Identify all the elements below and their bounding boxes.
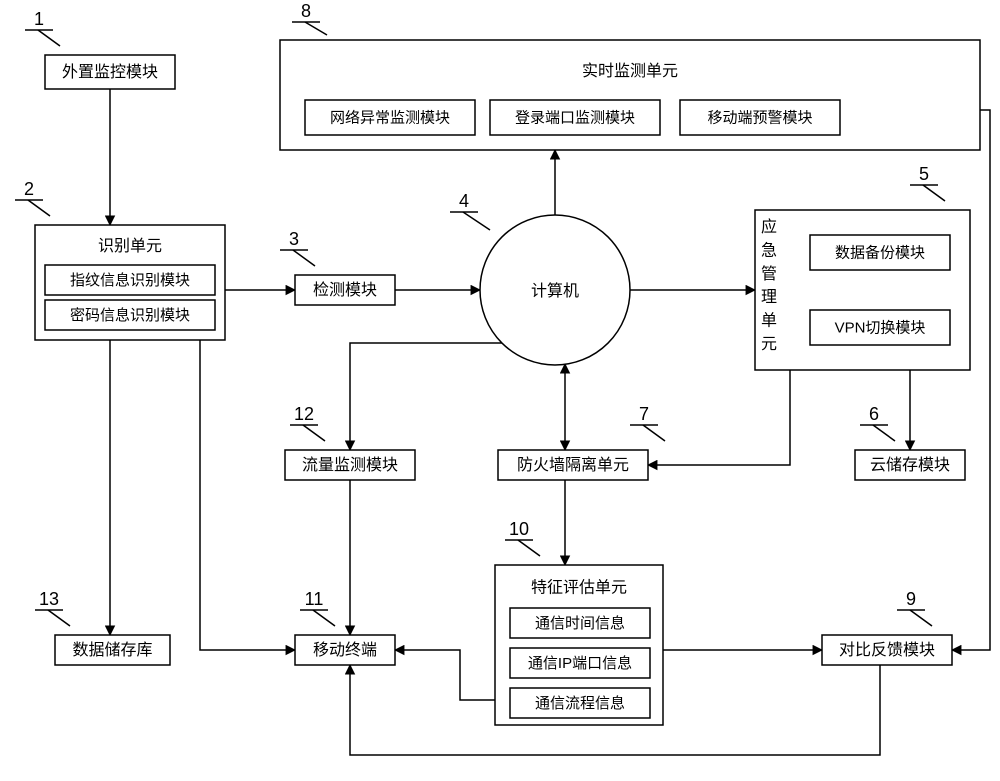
label: 识别单元 [98,237,162,255]
label: 对比反馈模块 [839,641,935,659]
label: 实时监测单元 [582,62,678,80]
node-n8: 实时监测单元网络异常监测模块 登录端口监测模块 移动端预警模块 [280,40,980,150]
label: 外置监控模块 [62,63,158,81]
node-n9: 对比反馈模块 [822,635,952,665]
callout-n1: 1 [34,9,44,29]
callout-n13: 13 [39,589,59,609]
label: 计算机 [531,281,579,300]
label: 流量监测模块 [302,456,398,474]
label: 特征评估单元 [531,579,627,597]
sublabel: 登录端口监测模块 [515,109,635,126]
callout-n12: 12 [294,404,314,424]
callout-n2: 2 [24,179,34,199]
label: 管 [761,265,777,283]
edge-n2-n11 [200,340,295,650]
callout-n8: 8 [301,1,311,21]
sublabel: VPN切换模块 [835,319,926,336]
callout-n10: 10 [509,519,529,539]
label: 理 [761,289,777,306]
label: 数据储存库 [72,641,152,659]
node-n4: 计算机 [480,215,630,365]
node-n7: 防火墙隔离单元 [498,450,648,480]
callout-n9: 9 [906,589,916,609]
callout-n4: 4 [459,191,469,211]
node-n2: 识别单元指纹信息识别模块密码信息识别模块 [35,225,225,340]
callout-n11: 11 [305,589,324,609]
node-n1: 外置监控模块 [45,55,175,89]
callout-n7: 7 [639,404,649,424]
label: 急 [761,242,777,260]
node-n12: 流量监测模块 [285,450,415,480]
edge-n4-n12 [350,343,502,450]
sublabel: 数据备份模块 [835,244,925,261]
edge-n10-n11 [395,650,495,700]
label: 云储存模块 [870,456,950,474]
sublabel: 密码信息识别模块 [70,307,190,324]
label: 检测模块 [313,281,377,299]
node-n5: 应急管理单元 数据备份模块 VPN切换模块 [755,210,970,370]
callout-n5: 5 [919,164,929,184]
sublabel: 指纹信息识别模块 [70,272,190,289]
label: 应 [761,217,777,236]
callout-n3: 3 [289,229,299,249]
sublabel: 移动端预警模块 [707,109,812,126]
sublabel: 通信时间信息 [535,615,625,632]
sublabel: 网络异常监测模块 [330,109,450,126]
node-n10: 特征评估单元通信时间信息通信IP端口信息通信流程信息 [495,565,663,725]
node-n13: 数据储存库 [55,635,170,665]
node-n11: 移动终端 [295,635,395,665]
label: 防火墙隔离单元 [517,456,629,474]
label: 移动终端 [313,641,377,659]
node-n6: 云储存模块 [855,450,965,480]
edge-n8-n9 [952,110,990,650]
callout-n6: 6 [869,404,879,424]
sublabel: 通信流程信息 [535,695,625,712]
label: 元 [761,336,777,353]
edge-n5-n7 [648,370,790,465]
label: 单 [761,312,777,330]
sublabel: 通信IP端口信息 [528,655,632,672]
node-n3: 检测模块 [295,275,395,305]
